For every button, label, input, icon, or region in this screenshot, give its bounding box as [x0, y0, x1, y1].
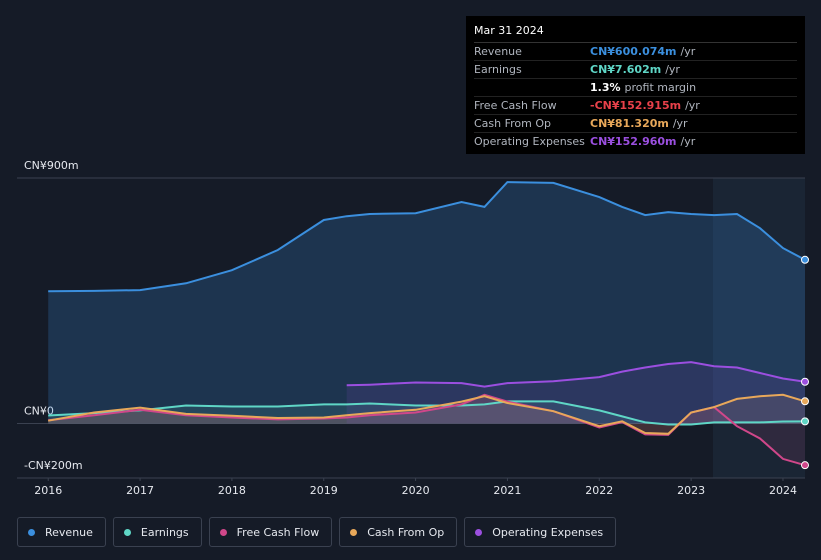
tooltip-unit: /yr — [672, 117, 688, 130]
end-point — [801, 397, 809, 406]
x-tick-label: 2017 — [126, 484, 154, 497]
legend-swatch — [28, 528, 35, 536]
end-point — [801, 255, 809, 264]
legend-item[interactable]: Operating Expenses — [464, 517, 617, 547]
tooltip-value: -CN¥152.915m — [590, 99, 682, 112]
series-area — [346, 362, 805, 424]
legend-item[interactable]: Free Cash Flow — [208, 517, 333, 547]
tooltip-label: Earnings — [474, 63, 522, 76]
tooltip-unit: /yr — [665, 63, 680, 76]
x-tick-label: 2021 — [493, 484, 521, 497]
legend-label: Earnings — [140, 525, 189, 539]
y-tick-label: -CN¥200m — [24, 459, 83, 472]
legend-label: Free Cash Flow — [236, 525, 320, 539]
series-line — [48, 400, 806, 426]
series-line — [48, 393, 806, 467]
tooltip: Mar 31 2024 Revenue CN¥600.074m/yr Earnin… — [466, 16, 805, 154]
x-tick-label: 2022 — [585, 484, 613, 497]
legend-swatch — [475, 528, 483, 536]
series-area — [48, 182, 805, 424]
tooltip-value: CN¥600.074m — [590, 45, 677, 58]
legend-item[interactable]: Earnings — [112, 517, 202, 547]
end-point — [801, 461, 809, 470]
legend-item[interactable]: Cash From Op — [339, 517, 458, 547]
tooltip-label: Operating Expenses — [474, 135, 585, 148]
x-tick-label: 2018 — [218, 484, 246, 497]
tooltip-unit: /yr — [680, 45, 696, 58]
tooltip-label: Free Cash Flow — [474, 99, 557, 112]
x-tick-label: 2020 — [402, 484, 430, 497]
end-point — [801, 417, 809, 426]
tooltip-unit: /yr — [680, 135, 696, 148]
legend-label: Revenue — [45, 525, 93, 539]
tooltip-unit: /yr — [685, 99, 700, 112]
y-tick-label: CN¥900m — [24, 159, 79, 172]
series-line — [48, 393, 806, 435]
tooltip-value: CN¥152.960m — [590, 135, 677, 148]
x-tick-label: 2019 — [310, 484, 338, 497]
legend-swatch — [123, 528, 131, 536]
series-area — [48, 394, 805, 466]
legend-swatch — [219, 528, 227, 536]
margin-text: profit margin — [624, 81, 697, 94]
x-tick-label: 2024 — [769, 484, 797, 497]
tooltip-date: Mar 31 2024 — [474, 22, 797, 43]
tooltip-label: Revenue — [474, 45, 522, 58]
legend-swatch — [350, 528, 358, 536]
y-tick-label: CN¥0 — [24, 404, 54, 417]
legend-label: Cash From Op — [367, 525, 445, 539]
x-tick-label: 2023 — [677, 484, 705, 497]
series-line — [346, 361, 806, 388]
tooltip-value: CN¥7.602m — [590, 63, 662, 76]
series-line — [48, 181, 806, 293]
series-area — [48, 394, 805, 434]
tooltip-value: CN¥81.320m — [590, 117, 669, 130]
legend-label: Operating Expenses — [492, 525, 604, 539]
tooltip-label: Cash From Op — [474, 117, 552, 130]
x-tick-label: 2016 — [34, 484, 62, 497]
end-point — [801, 377, 809, 386]
legend-item[interactable]: Revenue — [17, 517, 106, 547]
legend: Revenue Earnings Free Cash Flow Cash From O… — [17, 517, 617, 547]
margin-value: 1.3% — [590, 81, 621, 94]
